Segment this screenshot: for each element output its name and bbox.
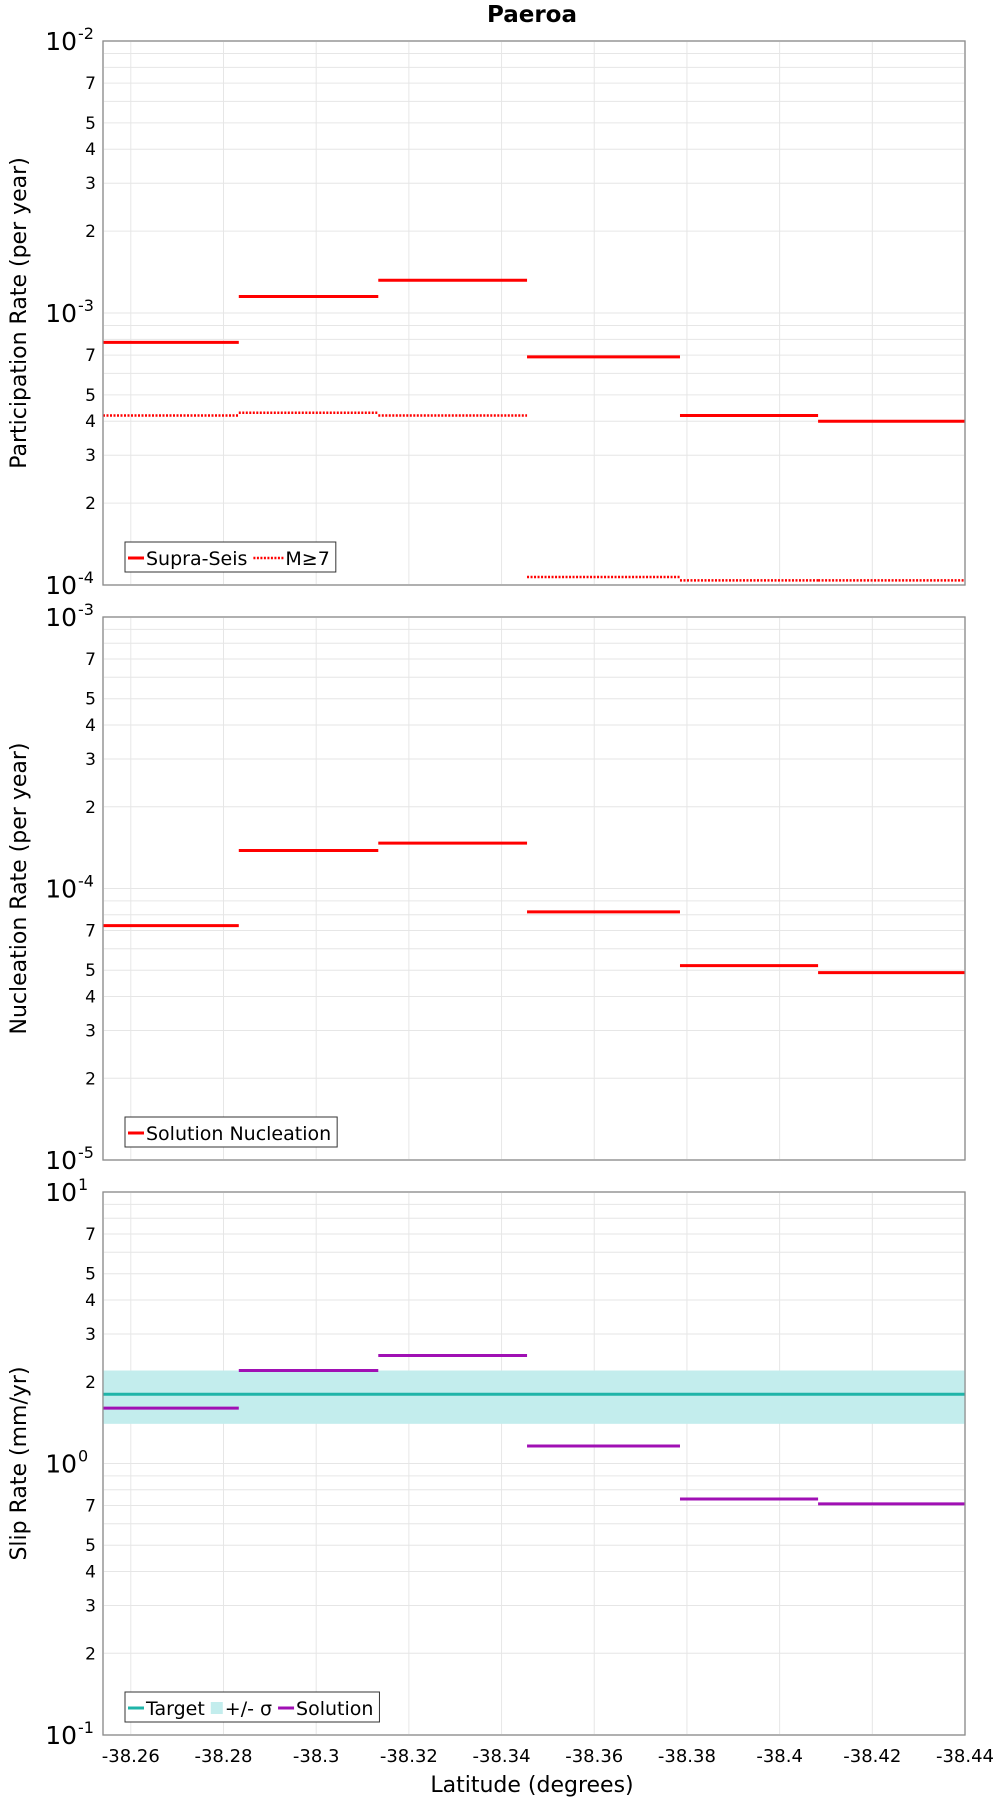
legend-label: Solution xyxy=(296,1698,373,1720)
y-tick-label: 4 xyxy=(85,412,96,432)
grid xyxy=(103,1191,966,1736)
y-tick-label: 4 xyxy=(85,988,96,1008)
legend-label: Solution Nucleation xyxy=(146,1123,331,1145)
legend-label: +/- σ xyxy=(225,1698,272,1720)
legend: Solution Nucleation xyxy=(124,1116,338,1148)
y-axis-label: Participation Rate (per year) xyxy=(7,157,32,469)
grid xyxy=(103,40,966,586)
legend-box xyxy=(124,1116,338,1148)
x-tick-label: -38.38 xyxy=(658,1746,716,1767)
y-tick-exponent: -4 xyxy=(78,568,94,587)
series-m-7 xyxy=(103,411,965,582)
y-tick-label: 7 xyxy=(85,922,96,942)
legend-box xyxy=(124,541,337,573)
y-tick-exponent: -3 xyxy=(78,296,94,315)
y-tick-exponent: -5 xyxy=(78,1143,94,1162)
legend: Target +/- σ Solution xyxy=(124,1691,380,1723)
y-tick-exponent: -4 xyxy=(78,872,94,891)
series-supra-seis xyxy=(103,278,965,423)
y-tick-label: 10 xyxy=(45,1146,77,1175)
plot-frame xyxy=(102,40,966,586)
y-tick-label: 2 xyxy=(85,494,96,514)
x-tick-label: -38.32 xyxy=(380,1746,438,1767)
y-tick-label: 3 xyxy=(85,446,96,466)
y-tick-label: 3 xyxy=(85,174,96,194)
y-tick-label: 5 xyxy=(85,961,96,981)
x-tick-label: -38.4 xyxy=(756,1746,803,1767)
y-tick-label: 5 xyxy=(85,114,96,134)
series-solution-nucleation xyxy=(103,841,965,975)
legend-label: M≥7 xyxy=(285,548,329,570)
y-tick-label: 4 xyxy=(85,716,96,736)
x-tick-label: -38.42 xyxy=(843,1746,901,1767)
y-tick-label: 2 xyxy=(85,1373,96,1393)
y-tick-label: 7 xyxy=(85,1497,96,1517)
x-tick-label: -38.3 xyxy=(293,1746,340,1767)
y-axis-label: Nucleation Rate (per year) xyxy=(7,743,32,1035)
y-tick-label: 3 xyxy=(85,750,96,770)
plot-frame xyxy=(102,616,966,1161)
legend: Supra-Seis M≥7 xyxy=(124,541,337,573)
y-tick-label: 10 xyxy=(45,603,77,632)
y-tick-label: 4 xyxy=(85,1291,96,1311)
legend-swatch xyxy=(210,1702,223,1714)
y-tick-label: 2 xyxy=(85,798,96,818)
y-axis-label: Slip Rate (mm/yr) xyxy=(7,1366,32,1560)
y-tick-label: 5 xyxy=(85,690,96,710)
chart-title: Paeroa xyxy=(487,2,577,28)
y-tick-exponent: -1 xyxy=(78,1718,94,1737)
y-tick-label: 7 xyxy=(85,650,96,670)
y-tick-label: 3 xyxy=(85,1596,96,1616)
x-axis-label: Latitude (degrees) xyxy=(430,1773,633,1798)
y-tick-label: 2 xyxy=(85,1069,96,1089)
y-tick-label: 10 xyxy=(45,1721,77,1750)
y-tick-label: 5 xyxy=(85,386,96,406)
plot-frame xyxy=(102,1191,966,1736)
y-tick-label: 2 xyxy=(85,222,96,242)
x-tick-label: -38.36 xyxy=(565,1746,623,1767)
legend-box xyxy=(124,1691,380,1723)
x-tick-label: -38.34 xyxy=(473,1746,531,1767)
y-tick-label: 10 xyxy=(45,299,77,328)
y-tick-label: 10 xyxy=(45,27,77,56)
y-tick-label: 10 xyxy=(45,1450,77,1479)
y-tick-label: 3 xyxy=(85,1021,96,1041)
legend-label: Supra-Seis xyxy=(146,548,247,570)
y-tick-exponent: 0 xyxy=(78,1447,88,1466)
y-tick-label: 4 xyxy=(85,140,96,160)
grid xyxy=(103,616,966,1161)
y-tick-label: 10 xyxy=(45,571,77,600)
x-tick-label: -38.44 xyxy=(936,1746,994,1767)
y-tick-label: 4 xyxy=(85,1563,96,1583)
y-tick-label: 7 xyxy=(85,74,96,94)
x-tick-label: -38.26 xyxy=(102,1746,160,1767)
y-tick-label: 3 xyxy=(85,1325,96,1345)
y-tick-exponent: 1 xyxy=(78,1175,88,1194)
y-tick-label: 7 xyxy=(85,1225,96,1245)
y-tick-label: 7 xyxy=(85,346,96,366)
y-tick-label: 5 xyxy=(85,1536,96,1556)
y-tick-label: 10 xyxy=(45,1178,77,1207)
y-tick-label: 2 xyxy=(85,1644,96,1664)
x-tick-label: -38.28 xyxy=(194,1746,252,1767)
legend-label: Target xyxy=(145,1698,205,1720)
y-tick-exponent: -3 xyxy=(78,600,94,619)
series-solution xyxy=(103,1353,965,1506)
y-tick-label: 5 xyxy=(85,1265,96,1285)
sigma-band xyxy=(103,1370,965,1424)
y-tick-exponent: -2 xyxy=(78,24,94,43)
y-tick-label: 10 xyxy=(45,875,77,904)
